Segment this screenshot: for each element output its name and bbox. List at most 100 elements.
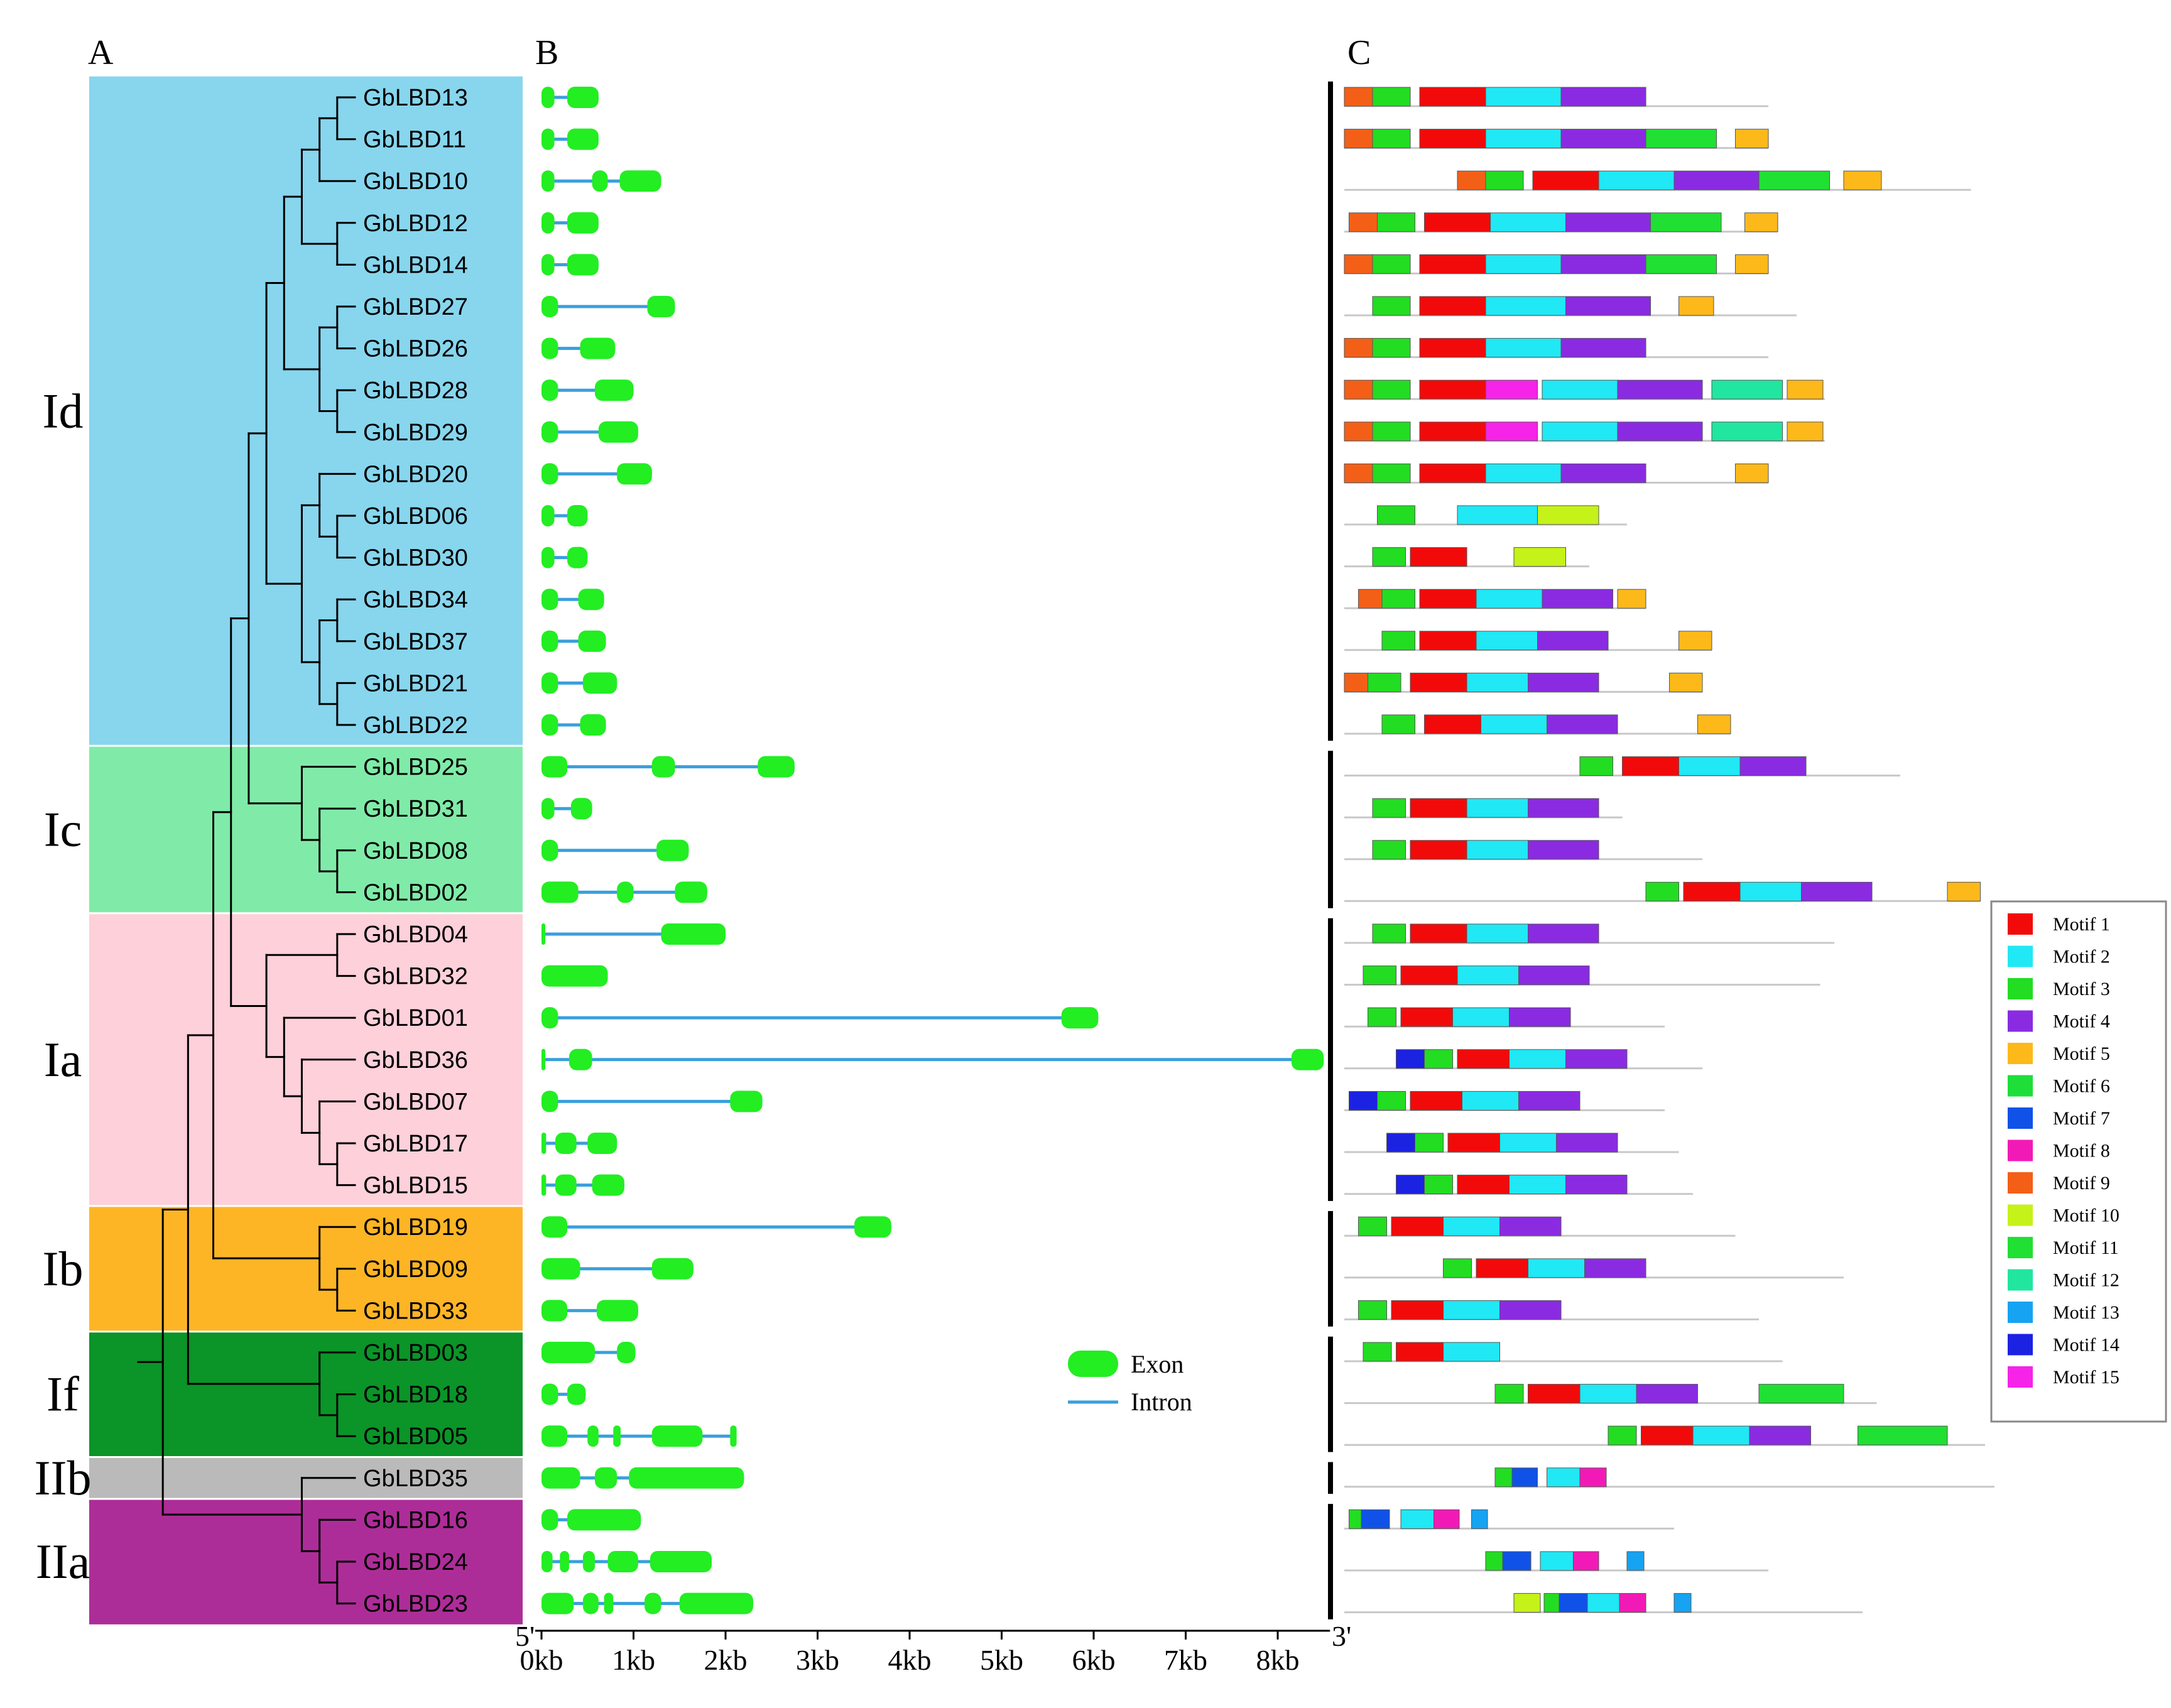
- gene-label-GbLBD10: GbLBD10: [363, 168, 468, 195]
- gene-axis-tick-label: 3kb: [796, 1644, 839, 1676]
- motif-11-GbLBD14: [1645, 254, 1717, 274]
- gene-length-axis: 5' 3' 0kb 1kb 2kb 3kb 4kb 5kb 6kb 7kb 8kb: [515, 1620, 1351, 1676]
- motif-4-GbLBD19: [1499, 1216, 1562, 1236]
- exon-key-swatch: [1068, 1351, 1118, 1377]
- motif-2-GbLBD03: [1443, 1342, 1500, 1362]
- motif-3-GbLBD26: [1372, 338, 1411, 358]
- motif-4-GbLBD26: [1560, 338, 1646, 358]
- motif-3-GbLBD08: [1372, 840, 1406, 860]
- legend-label-motif-15: Motif 15: [2053, 1367, 2119, 1388]
- clade-label-Ic: Ic: [44, 802, 82, 857]
- gene-label-GbLBD08: GbLBD08: [363, 838, 468, 864]
- motif-5-GbLBD21: [1669, 672, 1703, 692]
- motif-4-GbLBD11: [1560, 129, 1646, 149]
- exon-GbLBD17-3: [587, 1133, 618, 1154]
- motif-5-GbLBD02: [1947, 881, 1981, 901]
- exon-GbLBD23-5: [679, 1592, 753, 1614]
- exon-GbLBD20-2: [617, 463, 652, 485]
- motif-3-GbLBD30: [1372, 547, 1406, 567]
- legend-label-motif-5: Motif 5: [2053, 1043, 2110, 1064]
- exon-key-label: Exon: [1131, 1350, 1183, 1378]
- motif-1-GbLBD34: [1419, 589, 1477, 609]
- exon-GbLBD12-2: [567, 212, 599, 234]
- exon-GbLBD14-1: [541, 254, 555, 276]
- clade-label-Ib: Ib: [43, 1241, 84, 1296]
- gene-label-GbLBD02: GbLBD02: [363, 879, 468, 906]
- motif-3-GbLBD01: [1368, 1007, 1396, 1027]
- legend-label-motif-3: Motif 3: [2053, 979, 2110, 999]
- clade-band-If: [89, 1331, 523, 1457]
- motif-2-GbLBD34: [1476, 589, 1543, 609]
- gene-axis-tick-label: 8kb: [1256, 1644, 1300, 1676]
- gene-label-GbLBD35: GbLBD35: [363, 1466, 468, 1492]
- motif-3-GbLBD09: [1443, 1258, 1472, 1278]
- motif-1-GbLBD29: [1419, 422, 1486, 442]
- motif-4-GbLBD32: [1518, 966, 1590, 986]
- motif-11-GbLBD05: [1858, 1425, 1948, 1445]
- motif-4-GbLBD14: [1560, 254, 1646, 274]
- exon-GbLBD04-1: [541, 923, 545, 945]
- exon-GbLBD05-4: [651, 1425, 703, 1447]
- motif-3-GbLBD02: [1645, 881, 1679, 901]
- motif-9-GbLBD34: [1358, 589, 1383, 609]
- motif-1-GbLBD26: [1419, 338, 1486, 358]
- exon-GbLBD30-2: [567, 547, 588, 568]
- motif-1-GbLBD36: [1457, 1049, 1510, 1069]
- exon-GbLBD30-1: [541, 547, 555, 568]
- exon-GbLBD10-3: [619, 170, 661, 192]
- motif-9-GbLBD26: [1344, 338, 1373, 358]
- phylogenetic-tree: [137, 96, 356, 1605]
- gene-label-GbLBD01: GbLBD01: [363, 1005, 468, 1031]
- motif-4-GbLBD12: [1565, 212, 1651, 232]
- gene-label-GbLBD03: GbLBD03: [363, 1340, 468, 1366]
- motif-1-GbLBD33: [1391, 1300, 1444, 1320]
- motif-2-GbLBD17: [1499, 1133, 1557, 1153]
- legend-swatch-motif-12: [2008, 1269, 2033, 1291]
- gene-label-GbLBD15: GbLBD15: [363, 1173, 468, 1199]
- exon-GbLBD05-2: [587, 1425, 599, 1447]
- motif-1-GbLBD18: [1528, 1384, 1581, 1404]
- exon-GbLBD35-1: [541, 1467, 580, 1489]
- legend-label-motif-8: Motif 8: [2053, 1141, 2110, 1161]
- three-prime-label: 3': [1332, 1620, 1351, 1652]
- motif-3-GbLBD05: [1608, 1425, 1637, 1445]
- exon-GbLBD29-2: [598, 421, 638, 443]
- motif-3-GbLBD13: [1372, 87, 1411, 107]
- exon-GbLBD01-2: [1061, 1007, 1099, 1029]
- legend-swatch-motif-7: [2008, 1107, 2033, 1129]
- legend-label-motif-9: Motif 9: [2053, 1173, 2110, 1194]
- motif-4-GbLBD37: [1537, 631, 1609, 651]
- motif-8-GbLBD16: [1434, 1509, 1460, 1529]
- motif-1-GbLBD25: [1622, 756, 1679, 776]
- exon-GbLBD25-3: [758, 756, 795, 778]
- motif-11-GbLBD10: [1758, 170, 1830, 190]
- motif-4-GbLBD36: [1565, 1049, 1628, 1069]
- exon-GbLBD05-3: [613, 1425, 621, 1447]
- exon-GbLBD02-3: [675, 881, 707, 903]
- motif-5-GbLBD27: [1679, 296, 1714, 316]
- exon-GbLBD09-1: [541, 1258, 580, 1280]
- motif-4-GbLBD07: [1518, 1091, 1581, 1111]
- motif-2-GbLBD06: [1457, 505, 1538, 525]
- motif-1-GbLBD14: [1419, 254, 1486, 274]
- motif-3-GbLBD21: [1368, 672, 1401, 692]
- motif-2-GbLBD14: [1485, 254, 1562, 274]
- motif-5-GbLBD12: [1744, 212, 1778, 232]
- motif-13-GbLBD23: [1673, 1593, 1692, 1613]
- gene-label-GbLBD09: GbLBD09: [363, 1256, 468, 1283]
- motif-panel: [1328, 81, 1994, 1619]
- gene-label-GbLBD28: GbLBD28: [363, 378, 468, 404]
- panel-b-label: B: [535, 33, 558, 72]
- motif-2-GbLBD18: [1579, 1384, 1637, 1404]
- motif-5-GbLBD10: [1843, 170, 1882, 190]
- motif-14-GbLBD15: [1396, 1175, 1425, 1195]
- motif-2-GbLBD20: [1485, 463, 1562, 483]
- gene-axis-tick-label: 4kb: [888, 1644, 932, 1676]
- gene-label-GbLBD32: GbLBD32: [363, 964, 468, 990]
- clade-band-Ic: [89, 746, 523, 913]
- motif-3-GbLBD12: [1377, 212, 1415, 232]
- motif-8-GbLBD24: [1573, 1551, 1599, 1571]
- exon-GbLBD24-4: [607, 1551, 638, 1572]
- exon-intron-key: Exon Intron: [1068, 1350, 1192, 1416]
